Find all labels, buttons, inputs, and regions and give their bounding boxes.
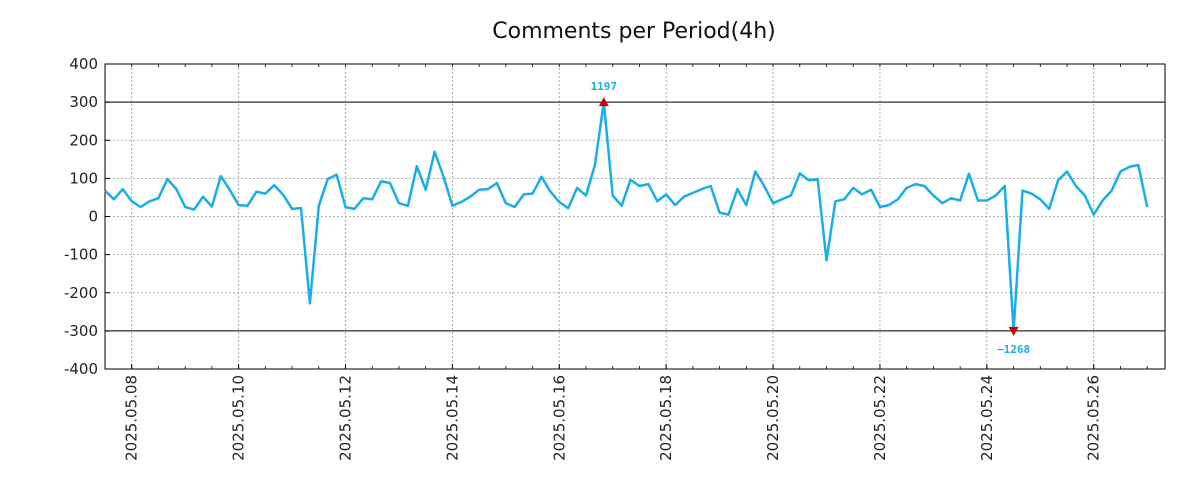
x-tick-label: 2025.05.26 [1085, 375, 1103, 461]
max-marker [598, 97, 609, 107]
x-tick-label: 2025.05.16 [550, 375, 568, 461]
series-line [104, 100, 1149, 333]
min-label: −1268 [997, 343, 1030, 356]
x-tick-label: 2025.05.20 [764, 375, 782, 461]
x-tick-label: 2025.05.12 [337, 375, 355, 461]
y-tick-label: 300 [69, 93, 98, 111]
min-marker [1008, 326, 1019, 336]
x-tick-label: 2025.05.08 [123, 375, 141, 461]
y-tick-label: 100 [69, 169, 98, 187]
y-tick-label: 200 [69, 131, 98, 149]
chart-title: Comments per Period(4h) [492, 19, 776, 44]
y-tick-label: 0 [88, 208, 98, 226]
y-tick-label: -100 [64, 246, 98, 264]
x-tick-label: 2025.05.24 [978, 375, 996, 461]
plot-area: 400 300 200 100 0 -100 -200 -300 -400 2025.05.08 2… [64, 55, 1166, 461]
y-tick-label: 400 [69, 55, 98, 73]
y-tick-label: -200 [64, 284, 98, 302]
y-tick-label: -300 [64, 322, 98, 340]
x-tick-label: 2025.05.14 [443, 375, 461, 461]
x-tick-label: 2025.05.10 [230, 375, 248, 461]
x-tick-label: 2025.05.18 [657, 375, 675, 461]
max-label: 1197 [591, 80, 618, 93]
y-tick-label: -400 [64, 360, 98, 378]
x-tick-label: 2025.05.22 [871, 375, 889, 461]
